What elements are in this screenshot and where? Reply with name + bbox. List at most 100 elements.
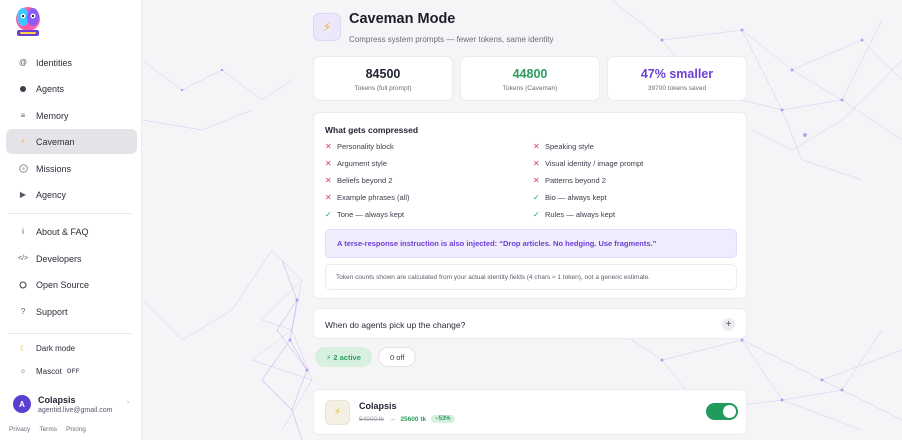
avatar: A: [13, 395, 31, 413]
stat-value: 47% smaller: [640, 67, 714, 81]
filter-active[interactable]: ⚡ 2 active: [315, 347, 372, 367]
kept-item: ✓ Rules — always kept: [533, 210, 616, 219]
at-icon: @: [18, 58, 28, 67]
sidebar-divider: [8, 333, 131, 334]
mascot-toggle[interactable]: ☺ Mascot OFF: [6, 359, 137, 384]
stat-label: Tokens (full prompt): [354, 85, 412, 92]
mascot-icon: ☺: [19, 368, 27, 375]
user-name: Colapsis: [38, 394, 76, 405]
plus-icon[interactable]: +: [722, 318, 735, 331]
tokens-before: 54000 tk: [359, 415, 384, 423]
sidebar-item-label: Memory: [36, 110, 69, 121]
compressed-item: ✕ Visual identity / image prompt: [533, 159, 644, 168]
dark-mode-toggle[interactable]: ☾ Dark mode: [6, 336, 137, 361]
sidebar-item-caveman[interactable]: ⚡ Caveman: [6, 129, 137, 154]
compressed-item: ✕ Beliefs beyond 2: [325, 176, 393, 185]
toggle-knob: [723, 405, 736, 418]
x-icon: ✕: [325, 142, 332, 151]
arrow-right-icon: →: [388, 415, 396, 423]
stat-label: Tokens (Caveman): [502, 85, 558, 92]
agent-token-summary: 54000 tk → 25600 tk −53%: [359, 415, 455, 423]
pricing-link[interactable]: Pricing: [66, 426, 86, 433]
x-icon: ✕: [533, 142, 540, 151]
x-icon: ✕: [325, 159, 332, 168]
footer-links: Privacy Terms Pricing: [9, 426, 86, 433]
compressed-item: ✕ Patterns beyond 2: [533, 176, 606, 185]
sidebar-item-label: Caveman: [36, 136, 75, 147]
sidebar-item-missions[interactable]: Missions: [6, 156, 137, 181]
agent-name: Colapsis: [359, 401, 397, 411]
bolt-icon: ⚡: [313, 13, 341, 41]
bolt-icon: ⚡: [20, 137, 26, 146]
sidebar-item-label: Missions: [36, 163, 72, 174]
sidebar-item-about[interactable]: i About & FAQ: [6, 219, 137, 244]
play-icon: ▶: [19, 190, 27, 199]
sidebar-item-support[interactable]: ? Support: [6, 299, 137, 324]
compressed-item: ✕ Example phrases (all): [325, 193, 410, 202]
user-email: agentid.live@gmail.com: [38, 406, 113, 414]
stat-savings: 47% smaller 39700 tokens saved: [607, 56, 747, 101]
stat-value: 44800: [512, 67, 548, 81]
page-subtitle: Compress system prompts — fewer tokens, …: [349, 35, 554, 44]
sidebar-item-developers[interactable]: </> Developers: [6, 246, 137, 271]
mascot-label: Mascot: [36, 367, 62, 376]
dark-mode-label: Dark mode: [36, 344, 76, 353]
mascot-state: OFF: [66, 368, 80, 375]
code-icon: </>: [17, 255, 29, 262]
kept-item: ✓ Tone — always kept: [325, 210, 405, 219]
compressed-item: ✕ Argument style: [325, 159, 388, 168]
check-icon: ✓: [325, 210, 332, 219]
dot-icon: [15, 85, 31, 93]
stat-label: 39700 tokens saved: [647, 85, 707, 92]
page-title: Caveman Mode: [349, 11, 456, 27]
list-icon: ≡: [20, 111, 26, 120]
sidebar-item-memory[interactable]: ≡ Memory: [6, 103, 137, 128]
moon-icon: ☾: [19, 344, 27, 353]
compression-card: What gets compressed ✕ Personality block …: [313, 112, 747, 299]
sidebar-item-agents[interactable]: Agents: [6, 76, 137, 101]
compressed-item: ✕ Personality block: [325, 142, 394, 151]
saving-badge: −53%: [431, 415, 455, 423]
chevron-right-icon: ›: [127, 400, 129, 406]
sidebar-item-open-source[interactable]: Open Source: [6, 272, 137, 297]
user-account[interactable]: A Colapsis agentid.live@gmail.com ›: [13, 392, 135, 416]
kept-item: ✓ Bio — always kept: [533, 193, 607, 202]
sidebar-item-label: Open Source: [36, 279, 90, 290]
stat-full-tokens: 84500 Tokens (full prompt): [313, 56, 453, 101]
privacy-link[interactable]: Privacy: [9, 426, 31, 433]
tokens-after: 25600 tk: [400, 415, 427, 423]
sidebar-item-label: Agency: [36, 189, 67, 200]
sidebar: @ Identities Agents ≡ Memory ⚡ Caveman M…: [0, 0, 142, 440]
injection-notice: A terse-response instruction is also inj…: [325, 229, 737, 258]
sidebar-item-label: Developers: [36, 253, 82, 264]
agentid-logo-icon[interactable]: [13, 4, 43, 38]
agent-card: ⚡ Colapsis 54000 tk → 25600 tk −53%: [313, 389, 747, 435]
caveman-toggle[interactable]: [706, 403, 738, 420]
main-content: ⚡ Caveman Mode Compress system prompts —…: [142, 0, 902, 440]
sidebar-item-label: Identities: [36, 57, 73, 68]
sidebar-item-label: Support: [36, 306, 68, 317]
target-icon: [15, 164, 31, 173]
terms-link[interactable]: Terms: [39, 426, 58, 433]
stat-value: 84500: [365, 67, 401, 81]
check-icon: ✓: [533, 193, 540, 202]
stat-caveman-tokens: 44800 Tokens (Caveman): [460, 56, 600, 101]
sidebar-divider: [8, 213, 131, 214]
filter-off[interactable]: 0 off: [378, 347, 417, 367]
x-icon: ✕: [533, 159, 540, 168]
sidebar-item-agency[interactable]: ▶ Agency: [6, 182, 137, 207]
faq-question: When do agents pick up the change?: [325, 320, 466, 330]
circle-icon: [15, 281, 31, 289]
compressed-item: ✕ Speaking style: [533, 142, 594, 151]
sidebar-item-identities[interactable]: @ Identities: [6, 50, 137, 75]
compression-title: What gets compressed: [325, 125, 419, 135]
bolt-icon: ⚡: [325, 400, 350, 425]
sidebar-item-label: About & FAQ: [36, 226, 89, 237]
token-footnote: Token counts shown are calculated from y…: [325, 264, 737, 290]
faq-accordion[interactable]: When do agents pick up the change? +: [313, 308, 747, 339]
sidebar-item-label: Agents: [36, 83, 65, 94]
x-icon: ✕: [325, 176, 332, 185]
question-icon: ?: [20, 307, 26, 316]
info-icon: i: [22, 227, 24, 236]
x-icon: ✕: [325, 193, 332, 202]
